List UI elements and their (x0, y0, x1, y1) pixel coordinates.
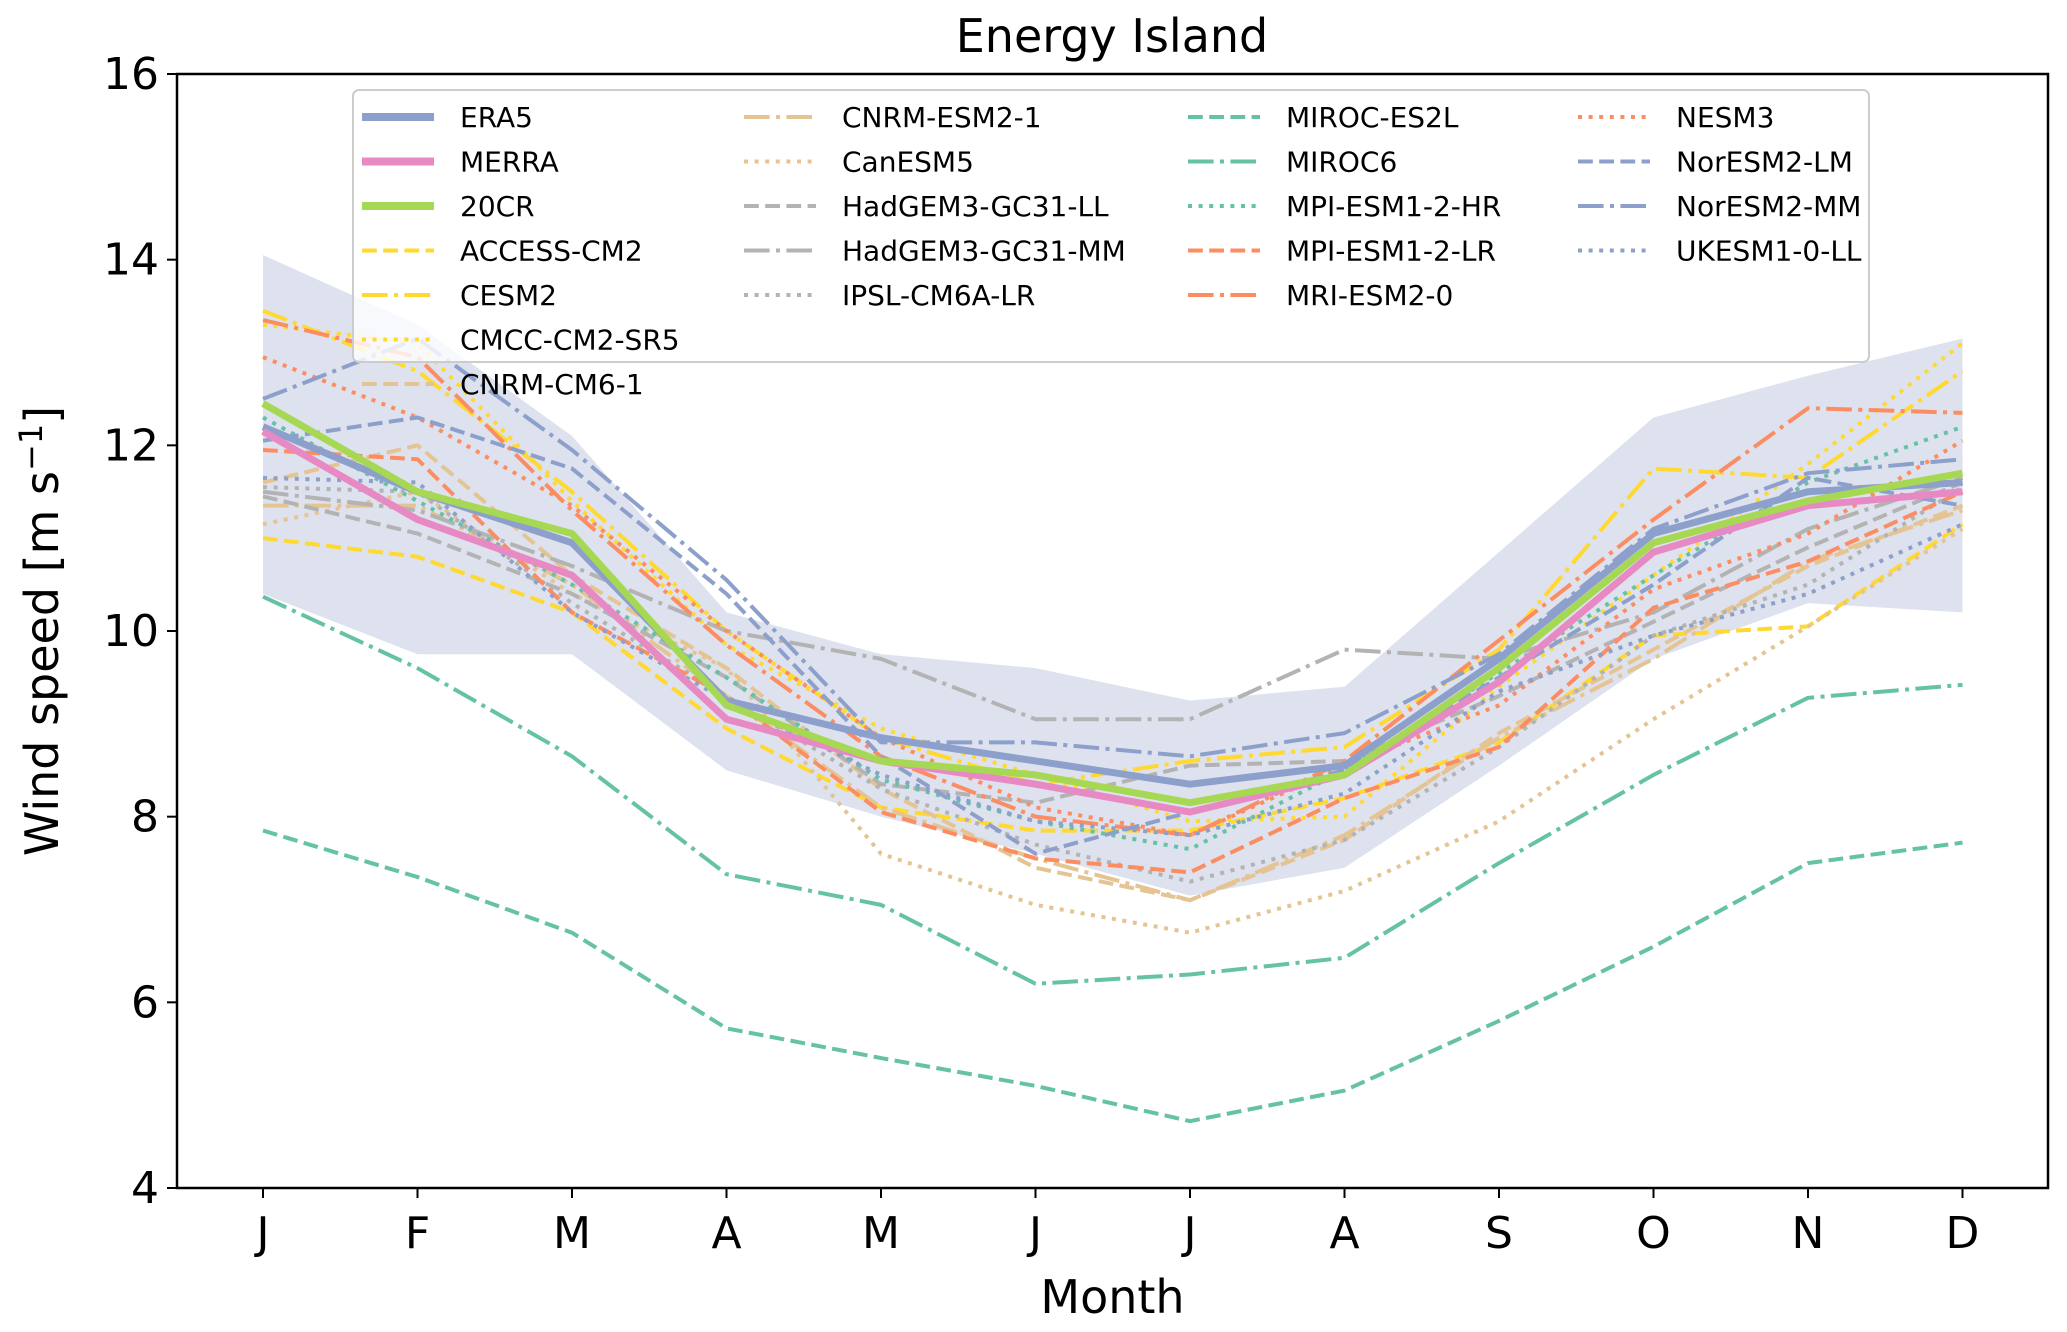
y-axis: 4 6 8 10 12 14 16 (103, 49, 177, 1214)
x-tick-label: M (862, 1208, 900, 1259)
legend-label: MERRA (460, 146, 559, 179)
legend-label: MPI-ESM1-2-HR (1286, 190, 1501, 223)
legend-label: UKESM1-0-LL (1676, 235, 1862, 268)
legend-label: HadGEM3-GC31-MM (842, 235, 1126, 268)
y-tick-label: 10 (103, 606, 159, 657)
y-axis-title-main: Wind speed [m s (15, 471, 69, 856)
legend: ERA5 MERRA 20CR ACCESS-CM2 CESM2 CMCC-CM2-SR5… (352, 89, 1870, 401)
legend-label: MRI-ESM2-0 (1286, 279, 1453, 312)
y-tick-label: 6 (131, 977, 159, 1028)
x-tick-label: N (1792, 1208, 1825, 1259)
series-line-20cr (261, 400, 1964, 807)
series-line-cnrm-cm6-1 (262, 443, 1964, 903)
x-tick-label: A (1329, 1208, 1359, 1259)
y-axis-title-superscript: −1 (12, 424, 50, 471)
y-tick-label: 16 (103, 49, 159, 100)
series-line-miroc-es2l (262, 828, 1963, 1124)
x-tick-label: M (553, 1208, 591, 1259)
y-tick-label: 12 (103, 420, 159, 471)
series-line-hadgem3-gc31-ll (262, 480, 1964, 805)
legend-label: 20CR (460, 190, 535, 223)
legend-label: NorESM2-LM (1676, 146, 1853, 179)
x-axis-title: Month (1040, 1270, 1184, 1324)
series-line-mri-esm2-0 (262, 318, 1963, 838)
legend-label: CNRM-ESM2-1 (842, 101, 1042, 134)
legend-label: NESM3 (1676, 101, 1774, 134)
legend-label: CMCC-CM2-SR5 (460, 324, 680, 357)
series-line-noresm2-lm (262, 415, 1963, 856)
legend-label: CNRM-CM6-1 (460, 368, 644, 401)
legend-label: MIROC6 (1286, 146, 1397, 179)
legend-label: NorESM2-MM (1676, 190, 1861, 223)
plot-area (261, 255, 1964, 1124)
spread-band (263, 255, 1963, 896)
legend-label: CESM2 (460, 279, 557, 312)
x-tick-label: J (1181, 1208, 1197, 1259)
series-line-nesm3 (262, 355, 1964, 838)
legend-label: CanESM5 (842, 146, 974, 179)
series-line-cnrm-esm2-1 (263, 503, 1964, 903)
legend-label: ERA5 (460, 101, 533, 134)
legend-label: MIROC-ES2L (1286, 101, 1459, 134)
series-line-access-cm2 (262, 522, 1964, 833)
x-tick-label: D (1946, 1208, 1980, 1259)
legend-label: ACCESS-CM2 (460, 235, 643, 268)
legend-label: IPSL-CM6A-LR (842, 279, 1035, 312)
series-line-miroc6 (262, 594, 1963, 986)
series-line-mpi-esm1-2-hr (262, 415, 1964, 852)
series-line-cmcc-cm2-sr5 (262, 322, 1964, 824)
x-tick-label: A (711, 1208, 741, 1259)
y-axis-title: Wind speed [m s−1] (12, 406, 69, 856)
y-tick-label: 4 (131, 1163, 159, 1214)
series-line-merra (261, 428, 1963, 816)
y-axis-title-close: ] (15, 406, 69, 424)
y-tick-label: 14 (103, 235, 159, 286)
x-tick-label: O (1636, 1208, 1671, 1259)
legend-box (352, 89, 1870, 363)
x-tick-label: J (254, 1208, 270, 1259)
legend-label: MPI-ESM1-2-LR (1286, 235, 1496, 268)
series-line-era5 (261, 423, 1963, 788)
chart-title: Energy Island (956, 9, 1269, 63)
legend-label: HadGEM3-GC31-LL (842, 190, 1109, 223)
x-tick-label: F (405, 1208, 430, 1259)
series-line-canesm5 (262, 489, 1964, 935)
series-line-mpi-esm1-2-lr (262, 447, 1964, 875)
x-tick-label: S (1485, 1208, 1513, 1259)
x-tick-label: J (1026, 1208, 1042, 1259)
y-tick-label: 8 (131, 792, 159, 843)
series-line-ukesm1-0-ll (262, 475, 1964, 838)
